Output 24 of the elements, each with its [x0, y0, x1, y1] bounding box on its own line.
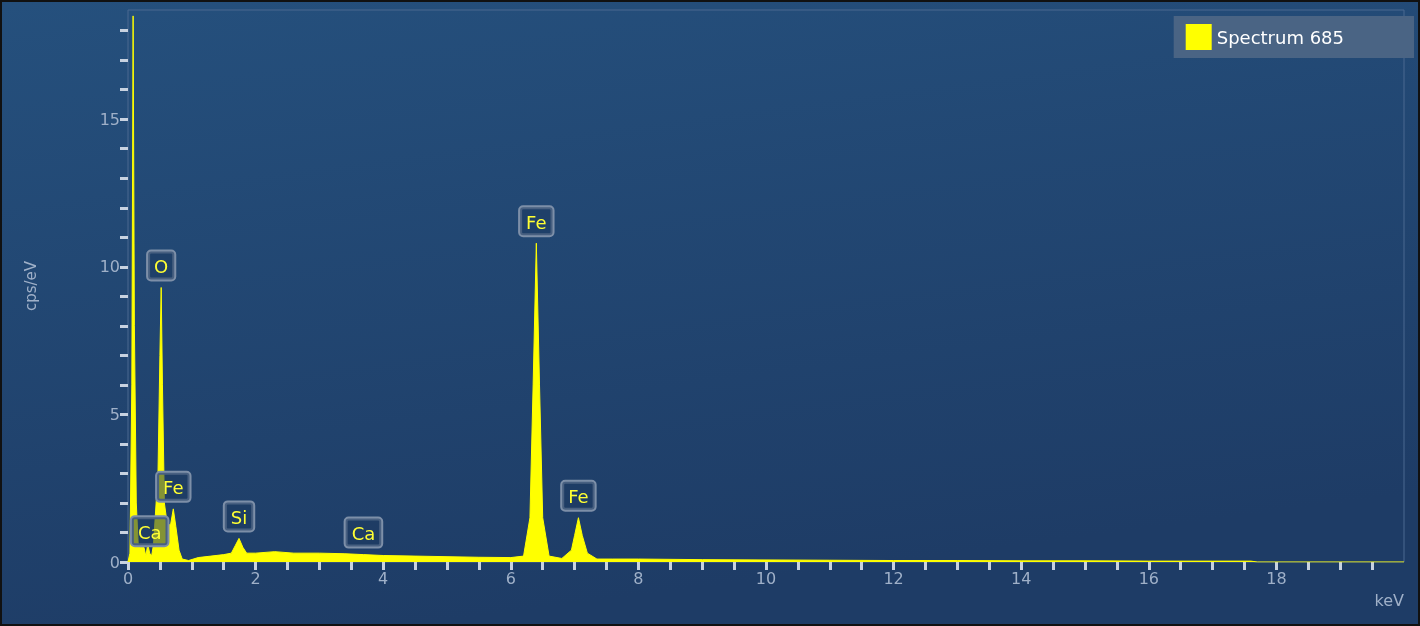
x-tick-label: 6	[505, 568, 516, 588]
y-tick-label: 10	[99, 257, 120, 277]
annotation: Fe	[526, 211, 547, 233]
x-tick-label: 2	[250, 568, 261, 588]
annotation: Ca	[351, 523, 376, 545]
y-tick-label: 5	[109, 404, 120, 424]
annotation: Fe	[568, 486, 589, 508]
y-tick-label: 15	[99, 109, 120, 129]
annotation: Fe	[163, 477, 184, 499]
annotation: Ca	[137, 521, 162, 543]
annotation: O	[154, 255, 169, 277]
x-tick-label: 16	[1138, 568, 1159, 588]
legend-label: Spectrum 685	[1216, 26, 1345, 48]
x-tick-label: 18	[1266, 568, 1287, 588]
x-tick-label: 8	[633, 568, 644, 588]
annotation: Si	[230, 506, 248, 528]
y-axis-title: cps/eV	[21, 260, 40, 312]
x-tick-label: 10	[755, 568, 777, 588]
x-axis-title: keV	[1374, 590, 1405, 610]
x-tick-label: 0	[122, 568, 134, 588]
x-tick-label: 14	[1011, 568, 1032, 588]
x-tick-label: 4	[378, 568, 389, 588]
y-tick-label: 0	[109, 552, 120, 572]
x-tick-label: 12	[883, 568, 904, 588]
